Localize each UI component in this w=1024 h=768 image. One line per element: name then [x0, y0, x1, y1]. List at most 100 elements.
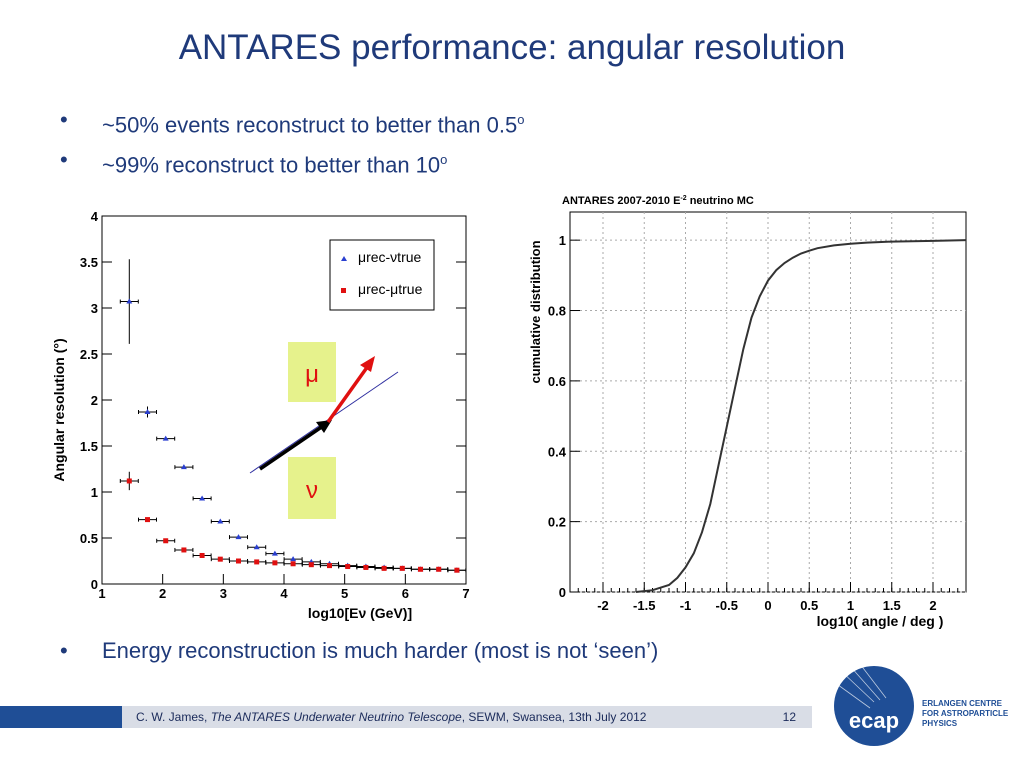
x-tick-label: -1.5	[633, 598, 655, 613]
data-point	[363, 564, 369, 570]
y-tick-label: 0.8	[548, 304, 566, 319]
y-tick-label: 0.5	[80, 531, 98, 546]
bullet-marker: •	[60, 147, 68, 172]
x-axis-label: log10( angle / deg )	[817, 613, 944, 629]
data-point	[418, 566, 423, 572]
bullet-marker: •	[60, 107, 68, 132]
x-tick-label: -1	[680, 598, 692, 613]
logo-line1: ERLANGEN CENTRE	[922, 699, 1003, 708]
data-point	[290, 556, 297, 562]
y-tick-label: 0.2	[548, 515, 566, 530]
y-tick-label: 2	[91, 393, 98, 408]
logo-line3: PHYSICS	[922, 719, 958, 728]
data-point	[126, 298, 133, 304]
data-point	[126, 478, 132, 484]
legend-entry: μrec-νtrue	[358, 249, 422, 265]
legend-entry: μrec-μtrue	[358, 281, 423, 297]
bullet-marker: •	[60, 638, 68, 663]
angular-resolution-chart: 0 0.5 1 1.5 2 2.5 3 3.5 4 1 2 3 4 5 6 7 μrec-νtrue μrec-…	[51, 209, 470, 621]
footer: C. W. James, The ANTARES Underwater Neut…	[122, 706, 812, 728]
x-tick-label: 0	[764, 598, 771, 613]
data-point	[181, 547, 187, 553]
cumulative-distribution-chart: 0 0.2 0.4 0.6 0.8 1 -2 -1.5 -1 -0.5 0 0.5 1 1.5 2 ANTA…	[528, 195, 967, 629]
data-point	[235, 534, 242, 540]
y-tick-label: 1	[91, 485, 98, 500]
data-point	[272, 560, 278, 566]
y-axis-label: Angular resolution (°)	[51, 338, 67, 481]
data-point	[145, 517, 150, 523]
data-point	[436, 566, 442, 572]
x-axis-label: log10[Eν (GeV)]	[308, 605, 412, 621]
nu-symbol: ν	[306, 477, 318, 504]
footer-citation: C. W. James, The ANTARES Underwater Neut…	[136, 710, 647, 724]
y-axis-label: cumulative distribution	[528, 240, 543, 383]
y-tick-label: 0	[559, 585, 566, 600]
logo-line2: FOR ASTROPARTICLE	[922, 709, 1009, 718]
bullet-list: • ~50% events reconstruct to better than…	[60, 104, 524, 184]
data-point	[236, 558, 241, 564]
data-point	[271, 550, 278, 556]
footer-accent-bar	[0, 706, 122, 728]
legend-marker	[341, 256, 347, 261]
x-tick-label: 1.5	[883, 598, 901, 613]
y-tick-label: 0.4	[548, 444, 567, 459]
data-point	[180, 464, 187, 470]
y-tick-label: 0.6	[548, 374, 566, 389]
muon-arrowhead-icon	[360, 356, 375, 372]
page-number: 12	[782, 710, 796, 724]
data-point	[327, 563, 332, 569]
bullet-item: • ~50% events reconstruct to better than…	[60, 104, 524, 144]
data-point	[199, 552, 205, 558]
bullet-text: Energy reconstruction is much harder (mo…	[102, 638, 659, 663]
x-tick-label: 2	[159, 586, 166, 601]
data-point	[163, 538, 169, 544]
mu-symbol: μ	[305, 361, 319, 388]
neutrino-arrowhead-icon	[316, 420, 332, 433]
data-point	[290, 561, 296, 567]
y-tick-label: 1	[559, 233, 566, 248]
bullet-sup: o	[440, 152, 448, 167]
data-point	[254, 559, 260, 565]
data-point	[399, 565, 405, 571]
ecap-logo: ecap ERLANGEN CENTRE FOR ASTROPARTICLE P…	[833, 663, 1009, 746]
data-point	[217, 556, 223, 562]
y-tick-label: 4	[91, 209, 99, 224]
bullet-energy: • Energy reconstruction is much harder (m…	[60, 638, 658, 664]
y-tick-label: 3.5	[80, 255, 98, 270]
mu-label-box	[288, 342, 336, 402]
y-tick-label: 0	[91, 577, 98, 592]
x-tick-label: 7	[462, 586, 469, 601]
x-tick-label: -2	[597, 598, 609, 613]
data-point	[454, 567, 460, 573]
x-tick-label: 4	[280, 586, 288, 601]
x-tick-label: 0.5	[800, 598, 818, 613]
bullet-item: • ~99% reconstruct to better than 10o	[60, 144, 524, 184]
data-point	[381, 565, 387, 571]
bullet-text: ~99% reconstruct to better than 10	[102, 152, 441, 178]
x-tick-label: 5	[341, 586, 348, 601]
data-point	[199, 495, 206, 501]
chart-title: ANTARES 2007-2010 E-2 neutrino MC	[562, 195, 754, 207]
data-point	[345, 564, 351, 570]
data-point	[308, 562, 314, 568]
x-tick-label: 6	[402, 586, 409, 601]
y-tick-label: 3	[91, 301, 98, 316]
bullet-sup: o	[517, 112, 525, 127]
logo-circle-icon	[834, 666, 914, 746]
cumulative-curve	[635, 239, 967, 593]
nu-label-box	[288, 457, 336, 519]
y-tick-label: 1.5	[80, 439, 98, 454]
x-tick-label: 1	[98, 586, 105, 601]
y-tick-label: 2.5	[80, 347, 98, 362]
x-tick-label: -0.5	[716, 598, 738, 613]
legend-box	[329, 239, 435, 311]
logo-abbrev: ecap	[849, 708, 899, 733]
bullet-text: ~50% events reconstruct to better than 0…	[102, 112, 518, 138]
data-point	[253, 544, 260, 550]
x-tick-label: 3	[220, 586, 227, 601]
neutrino-arrow	[259, 424, 324, 471]
slide-title: ANTARES performance: angular resolution	[178, 28, 846, 67]
muon-arrow	[326, 364, 370, 424]
x-tick-label: 2	[929, 598, 936, 613]
talk-title: The ANTARES Underwater Neutrino Telescop…	[210, 710, 462, 724]
